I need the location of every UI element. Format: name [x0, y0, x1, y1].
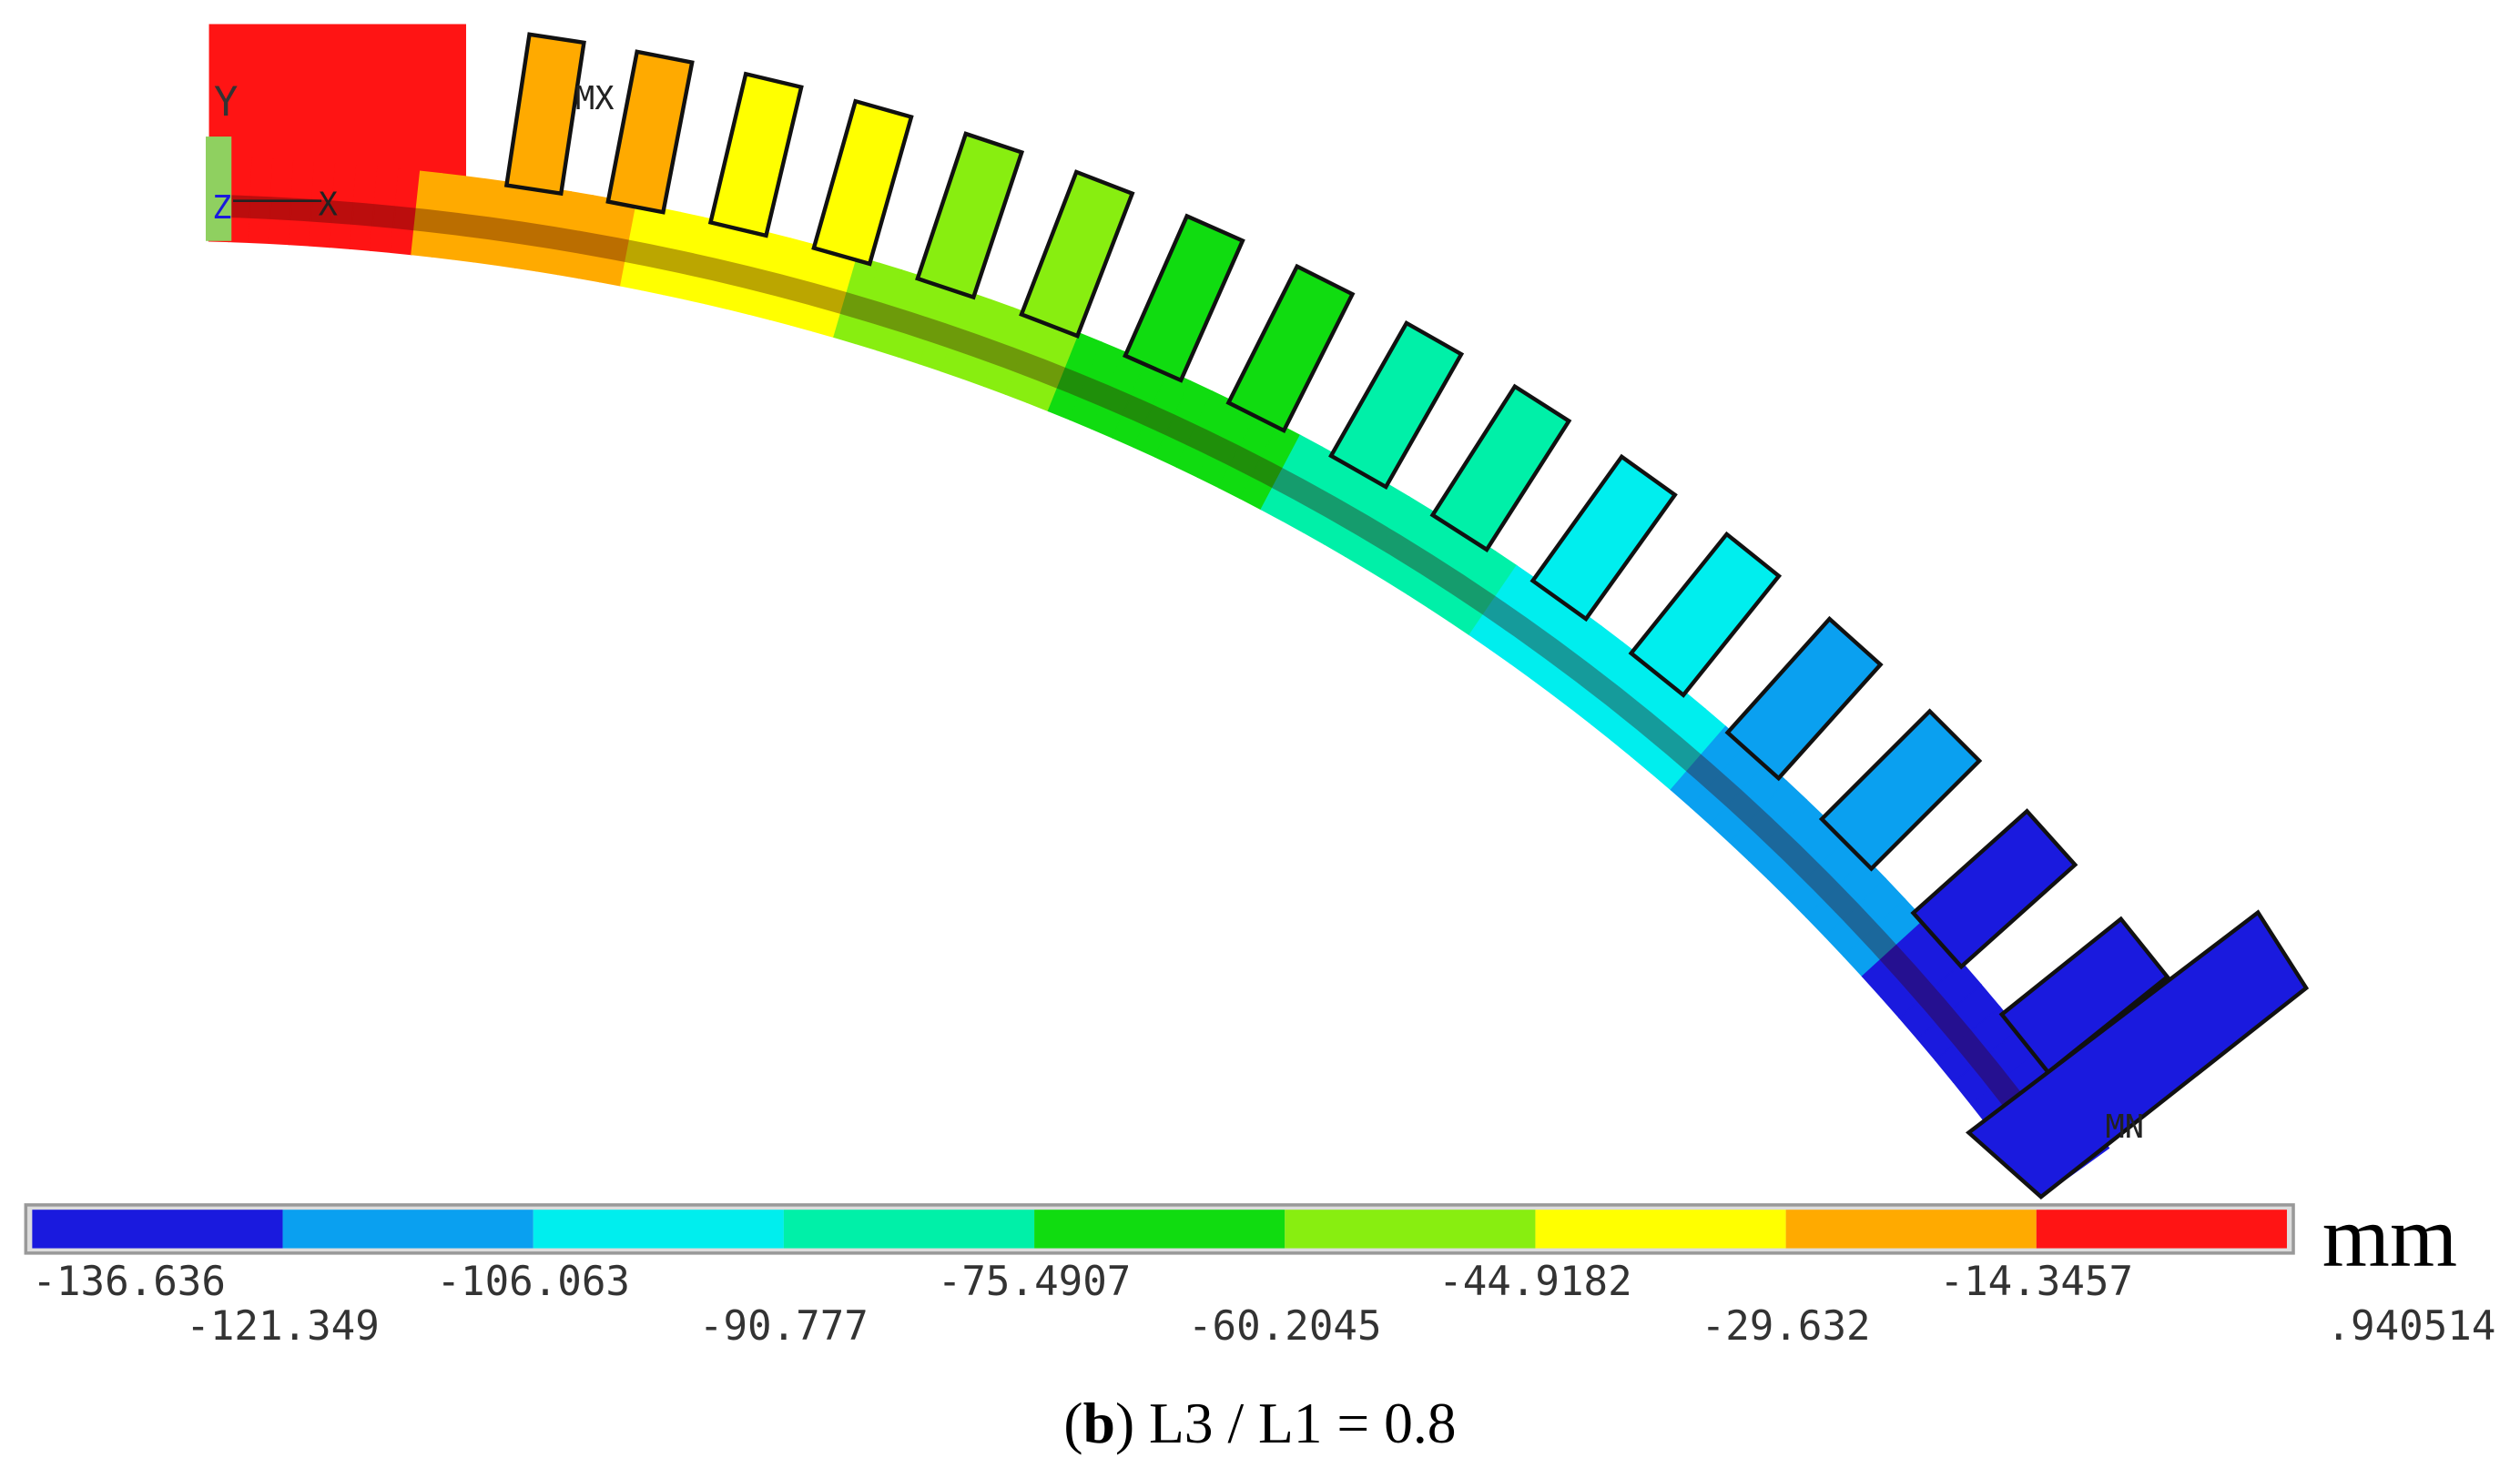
- finger: [811, 98, 914, 267]
- finger: [1328, 319, 1465, 490]
- x-axis-label: X: [319, 187, 338, 224]
- caption-open: (: [1063, 1391, 1082, 1455]
- finger: [1724, 615, 1884, 782]
- unit-label: mm: [2322, 1189, 2457, 1285]
- finger: [1628, 531, 1783, 698]
- min-label: MN: [2106, 1108, 2145, 1146]
- caption-label: b: [1083, 1391, 1115, 1455]
- finger: [1225, 263, 1356, 434]
- colorbar-tick-label: -136.636: [32, 1259, 226, 1305]
- colorbar-segment: [1285, 1210, 1536, 1249]
- beam-layer: [209, 194, 2079, 1183]
- colorbar-tick-label: -29.632: [1702, 1303, 1871, 1350]
- triad: [206, 137, 232, 241]
- finger: [503, 32, 586, 197]
- finger: [1123, 213, 1245, 383]
- colorbar-segment: [282, 1210, 533, 1249]
- finger: [707, 71, 804, 238]
- colorbar-segment: [1034, 1210, 1285, 1249]
- finger: [1818, 708, 1983, 872]
- colorbar-tick-label: -14.3457: [1940, 1259, 2134, 1305]
- colorbar-segment: [783, 1210, 1035, 1249]
- finger: [1429, 383, 1572, 552]
- colorbar-segment: [2036, 1210, 2287, 1249]
- caption: (b) L3 / L1 = 0.8: [1063, 1391, 1456, 1455]
- colorbar-tick-label: -106.063: [436, 1259, 630, 1305]
- max-label: MX: [575, 80, 615, 117]
- colorbar-tick-label: .940514: [2326, 1303, 2495, 1350]
- colorbar-segment: [533, 1210, 784, 1249]
- y-axis-label: Y: [214, 79, 239, 126]
- finger: [1998, 916, 2170, 1076]
- finger: [605, 49, 695, 215]
- colorbar-segment: [1535, 1210, 1786, 1249]
- colorbar-tick-label: -60.2045: [1188, 1303, 1382, 1350]
- z-axis-label: Z: [212, 189, 231, 227]
- colorbar: -136.636-121.349 -106.063 -90.777 -75.4907 -…: [32, 1210, 2495, 1350]
- finger: [1529, 453, 1678, 623]
- finger: [915, 131, 1025, 300]
- finger: [1910, 808, 2078, 970]
- caption-text: ) L3 / L1 = 0.8: [1115, 1391, 1457, 1455]
- colorbar-tick-label: -44.9182: [1438, 1259, 1632, 1305]
- colorbar-segment: [32, 1210, 283, 1249]
- finger: [1019, 169, 1135, 339]
- tip: [1965, 909, 2310, 1200]
- colorbar-tick-label: -90.777: [699, 1303, 869, 1350]
- colorbar-segment: [1785, 1210, 2037, 1249]
- colorbar-tick-label: -121.349: [186, 1303, 380, 1350]
- fixed-block: [208, 24, 466, 177]
- colorbar-tick-label: -75.4907: [938, 1259, 1132, 1305]
- deformed-model: Y Z X MX MN: [206, 24, 2310, 1200]
